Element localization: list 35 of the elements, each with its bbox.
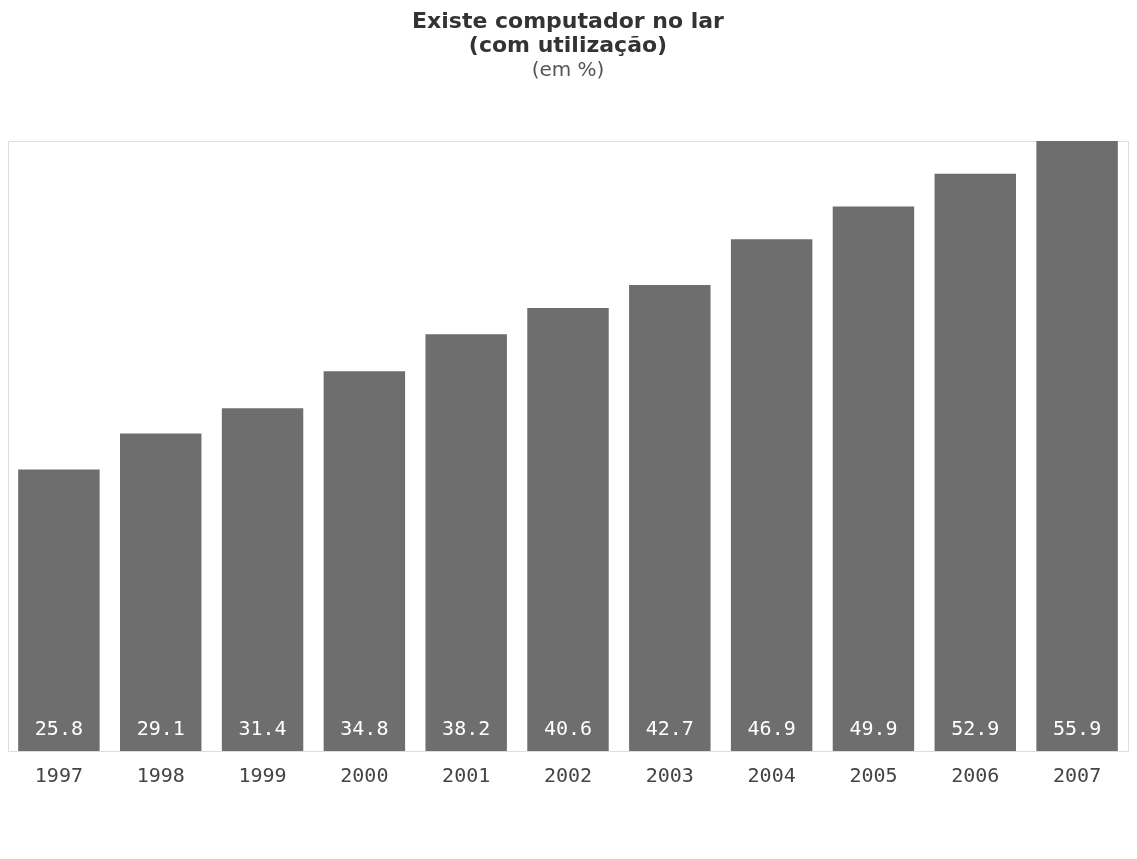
bar — [425, 334, 507, 751]
data-label: 40.6 — [543, 716, 593, 740]
bar — [323, 371, 406, 751]
data-label: 31.4 — [238, 716, 287, 740]
bar — [120, 433, 202, 751]
x-tick-label: 2005 — [849, 762, 898, 787]
x-tick-label: 2000 — [340, 762, 389, 787]
data-label: 42.7 — [645, 716, 694, 740]
bar — [1036, 141, 1118, 751]
data-label: 52.9 — [951, 716, 1000, 740]
x-tick-label: 2003 — [645, 762, 694, 787]
bar — [18, 469, 100, 751]
data-label: 25.8 — [34, 716, 83, 740]
x-tick-label: 2004 — [747, 762, 796, 787]
x-tick-label: 1998 — [136, 762, 185, 787]
data-label: 29.1 — [136, 716, 185, 740]
x-tick-label: 2006 — [951, 762, 1000, 787]
x-tick-label: 2007 — [1053, 762, 1102, 787]
bar — [832, 206, 915, 751]
bar — [934, 173, 1016, 751]
bar — [527, 307, 609, 751]
data-label: 34.8 — [340, 716, 389, 740]
x-tick-label: 1997 — [34, 762, 83, 787]
data-label: 46.9 — [747, 716, 796, 740]
data-label: 55.9 — [1053, 716, 1102, 740]
bar — [221, 408, 304, 751]
x-tick-label: 1999 — [238, 762, 287, 787]
data-label: 38.2 — [442, 716, 491, 740]
x-tick-label: 2002 — [543, 762, 593, 787]
chart-title: Existe computador no lar (com utilização) — [412, 8, 725, 57]
chart-subtitle: (em %) — [531, 57, 605, 81]
bar — [629, 285, 711, 751]
data-label: 49.9 — [849, 716, 898, 740]
bar — [730, 239, 813, 751]
x-tick-label: 2001 — [442, 762, 491, 787]
